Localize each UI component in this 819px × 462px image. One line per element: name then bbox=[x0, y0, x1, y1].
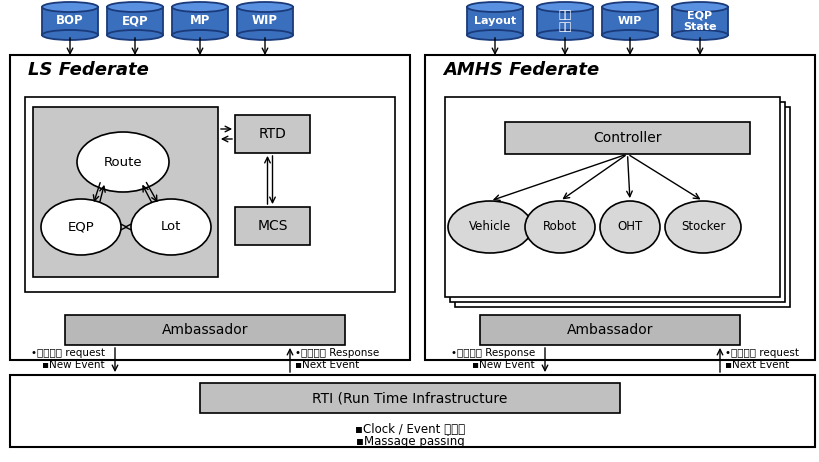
Bar bbox=[479, 315, 739, 345]
Ellipse shape bbox=[172, 2, 228, 12]
Text: Layout: Layout bbox=[473, 16, 515, 26]
Text: Ambassador: Ambassador bbox=[161, 323, 248, 337]
Text: ▪Massage passing: ▪Massage passing bbox=[355, 435, 464, 448]
Text: Stocker: Stocker bbox=[680, 220, 724, 233]
Ellipse shape bbox=[672, 30, 727, 40]
Bar bbox=[467, 7, 523, 35]
Text: •물류이송 request
▪Next Event: •물류이송 request ▪Next Event bbox=[724, 348, 798, 370]
Ellipse shape bbox=[42, 30, 98, 40]
Text: Robot: Robot bbox=[542, 220, 577, 233]
Bar bbox=[505, 122, 749, 154]
Ellipse shape bbox=[172, 30, 228, 40]
Text: RTI (Run Time Infrastructure: RTI (Run Time Infrastructure bbox=[312, 391, 507, 405]
Bar bbox=[536, 7, 592, 35]
Text: LS Federate: LS Federate bbox=[28, 61, 149, 79]
Ellipse shape bbox=[131, 199, 210, 255]
Bar bbox=[601, 7, 657, 35]
Ellipse shape bbox=[77, 132, 169, 192]
Text: AMHS Federate: AMHS Federate bbox=[442, 61, 599, 79]
Text: Route: Route bbox=[103, 156, 143, 169]
Text: •물류이송 request
▪New Event: •물류이송 request ▪New Event bbox=[31, 348, 105, 370]
Ellipse shape bbox=[524, 201, 595, 253]
Bar bbox=[672, 7, 727, 35]
Ellipse shape bbox=[467, 2, 523, 12]
Text: RTD: RTD bbox=[258, 127, 286, 141]
Text: WIP: WIP bbox=[617, 16, 641, 26]
Text: EQP: EQP bbox=[67, 220, 94, 233]
Text: •이송완료 Response
▪Next Event: •이송완료 Response ▪Next Event bbox=[295, 348, 378, 370]
Bar bbox=[235, 207, 310, 245]
Text: WIP: WIP bbox=[251, 14, 278, 28]
Bar bbox=[25, 97, 395, 292]
Bar bbox=[237, 7, 292, 35]
Bar bbox=[172, 7, 228, 35]
Bar bbox=[235, 115, 310, 153]
Bar bbox=[424, 55, 814, 360]
Text: EQP: EQP bbox=[121, 14, 148, 28]
Ellipse shape bbox=[467, 30, 523, 40]
Text: 물류
접점: 물류 접점 bbox=[558, 10, 571, 32]
Text: MP: MP bbox=[189, 14, 210, 28]
Bar bbox=[445, 97, 779, 297]
Bar bbox=[65, 315, 345, 345]
Ellipse shape bbox=[536, 30, 592, 40]
Text: BOP: BOP bbox=[57, 14, 84, 28]
Bar bbox=[10, 375, 814, 447]
Text: Lot: Lot bbox=[161, 220, 181, 233]
Ellipse shape bbox=[41, 199, 121, 255]
Text: Controller: Controller bbox=[592, 131, 661, 145]
Ellipse shape bbox=[42, 2, 98, 12]
Bar bbox=[33, 107, 218, 277]
Bar bbox=[42, 7, 98, 35]
Bar bbox=[450, 102, 784, 302]
Text: •이송완료 Response
▪New Event: •이송완료 Response ▪New Event bbox=[450, 348, 534, 370]
Ellipse shape bbox=[237, 30, 292, 40]
Text: ▪Clock / Event 동기화: ▪Clock / Event 동기화 bbox=[355, 423, 464, 436]
Bar bbox=[455, 107, 789, 307]
Text: OHT: OHT bbox=[617, 220, 642, 233]
Ellipse shape bbox=[447, 201, 532, 253]
Text: Vehicle: Vehicle bbox=[468, 220, 510, 233]
Ellipse shape bbox=[600, 201, 659, 253]
Ellipse shape bbox=[672, 2, 727, 12]
Bar bbox=[200, 383, 619, 413]
Ellipse shape bbox=[664, 201, 740, 253]
Ellipse shape bbox=[601, 2, 657, 12]
Bar bbox=[10, 55, 409, 360]
Ellipse shape bbox=[106, 2, 163, 12]
Text: EQP
State: EQP State bbox=[682, 10, 716, 32]
Bar bbox=[106, 7, 163, 35]
Text: MCS: MCS bbox=[257, 219, 287, 233]
Ellipse shape bbox=[237, 2, 292, 12]
Ellipse shape bbox=[536, 2, 592, 12]
Ellipse shape bbox=[106, 30, 163, 40]
Text: Ambassador: Ambassador bbox=[566, 323, 653, 337]
Ellipse shape bbox=[601, 30, 657, 40]
